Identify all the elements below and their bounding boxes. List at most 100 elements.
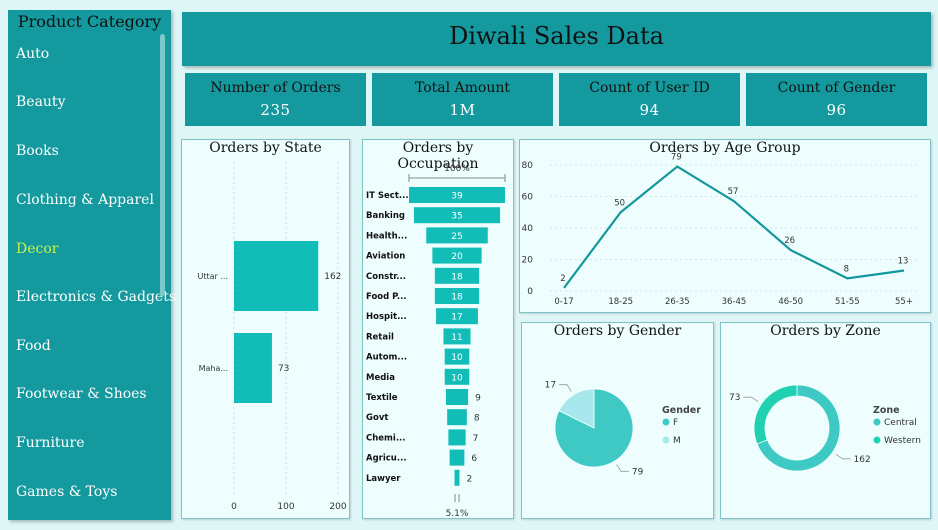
state-bar xyxy=(234,333,272,403)
data-label: 73 xyxy=(278,364,289,374)
data-label: 6 xyxy=(471,454,477,464)
legend-marker xyxy=(662,418,670,426)
legend-marker xyxy=(662,436,670,444)
x-tick-label: 55+ xyxy=(895,297,913,307)
data-label: 10 xyxy=(451,373,463,383)
kpi-label: Count of Gender xyxy=(777,80,896,96)
kpi-label: Count of User ID xyxy=(589,80,710,96)
x-tick-label: 26-35 xyxy=(665,297,690,307)
orders-by-state-chart: 0 100 200 Uttar ... 162 Maha... 73 xyxy=(198,162,347,512)
data-label: 20 xyxy=(451,252,463,262)
x-tick-label: 51-55 xyxy=(835,297,860,307)
data-label: 79 xyxy=(671,153,682,163)
slice xyxy=(756,384,841,472)
kpi-value: 96 xyxy=(826,101,847,119)
data-label: 18 xyxy=(451,272,463,282)
kpi-total-amount: Total Amount 1M xyxy=(372,73,553,126)
occupation-bar xyxy=(436,308,478,325)
orders-by-state-card[interactable]: Orders by State 0 100 200 Uttar ... 162 Maha.… xyxy=(181,139,350,519)
report-header: Diwali Sales Data xyxy=(182,12,931,66)
slicer-item[interactable]: Electronics & Gadgets xyxy=(16,289,177,305)
category-label: Media xyxy=(366,373,395,383)
occupation-bar xyxy=(426,227,488,244)
slicer-item[interactable]: Food xyxy=(16,338,51,354)
y-tick-label: 60 xyxy=(522,193,534,203)
slice xyxy=(753,384,798,445)
state-bar xyxy=(234,241,319,311)
slicer-scrollbar[interactable] xyxy=(160,34,165,296)
occupation-bar xyxy=(448,429,466,446)
orders-by-zone-chart: 162 73 Zone Central Western xyxy=(729,384,921,472)
data-label: 8 xyxy=(474,414,480,424)
slicer-item[interactable]: Auto xyxy=(16,46,50,62)
category-label: Chemi... xyxy=(366,433,406,443)
data-label: 17 xyxy=(451,313,462,323)
data-label: 50 xyxy=(614,198,625,208)
slicer-item[interactable]: Clothing & Apparel xyxy=(16,192,154,208)
data-label: 8 xyxy=(844,264,849,274)
leader-line xyxy=(559,384,572,392)
kpi-label: Total Amount xyxy=(414,80,511,96)
slicer-item[interactable]: Decor xyxy=(16,241,59,257)
leader-line xyxy=(616,464,629,472)
kpi-count-user-id: Count of User ID 94 xyxy=(559,73,740,126)
orders-by-occupation-card[interactable]: Orders by Occupation 100% IT Sect... 39 Ban… xyxy=(362,139,514,519)
category-label: IT Sect... xyxy=(366,191,409,201)
data-label: 17 xyxy=(545,381,556,391)
slicer-item[interactable]: Beauty xyxy=(16,94,66,110)
data-label: 18 xyxy=(451,293,463,303)
orders-by-age-card[interactable]: Orders by Age Group 0 20 40 60 80 0-17 2 18-25 5… xyxy=(519,139,931,313)
occupation-bar xyxy=(444,348,470,365)
category-label: Maha... xyxy=(199,364,228,373)
orders-by-gender-card[interactable]: Orders by Gender 79 17 Gender F M xyxy=(521,322,714,519)
data-label: 26 xyxy=(784,236,795,246)
occupation-bar xyxy=(445,389,469,405)
category-label: Constr... xyxy=(366,272,406,282)
product-category-slicer: Product Category Auto Beauty Books Clothing… xyxy=(8,10,176,520)
data-label: 162 xyxy=(854,455,871,465)
chart-title: Orders by Occupation xyxy=(397,140,479,172)
x-tick-label: 100 xyxy=(277,502,294,512)
data-label: 79 xyxy=(632,467,644,477)
data-label: 11 xyxy=(451,333,462,343)
category-label: Textile xyxy=(366,393,398,403)
occupation-bar xyxy=(434,267,480,284)
category-label: Hospit... xyxy=(366,312,407,322)
funnel-top-label: 100% xyxy=(444,164,470,174)
category-label: Banking xyxy=(366,211,405,221)
chart-title: Orders by Gender xyxy=(553,323,682,339)
occupation-bar xyxy=(444,368,470,385)
legend-marker xyxy=(873,436,881,444)
legend-label: Western xyxy=(884,436,921,446)
kpi-value: 1M xyxy=(449,101,476,119)
data-label: 13 xyxy=(898,257,909,267)
data-label: 7 xyxy=(473,434,479,444)
slicer-item[interactable]: Footwear & Shoes xyxy=(16,386,147,402)
funnel-bottom-label: 5.1% xyxy=(446,509,469,518)
category-label: Agricu... xyxy=(366,454,407,464)
kpi-label: Number of Orders xyxy=(210,80,341,96)
occupation-bar xyxy=(409,187,505,203)
leader-line xyxy=(743,396,759,402)
legend-title: Gender xyxy=(662,405,701,416)
legend-marker xyxy=(873,418,881,426)
orders-by-gender-chart: 79 17 Gender FM xyxy=(545,381,702,478)
y-tick-label: 80 xyxy=(522,161,534,171)
x-tick-label: 46-50 xyxy=(778,297,803,307)
occupation-bar xyxy=(449,449,465,466)
kpi-number-of-orders: Number of Orders 235 xyxy=(185,73,366,126)
data-label: 25 xyxy=(451,232,462,242)
data-label: 2 xyxy=(560,274,565,284)
x-tick-label: 0-17 xyxy=(554,297,573,307)
orders-by-zone-card[interactable]: Orders by Zone 162 73 Zone Central Western xyxy=(720,322,931,519)
data-label: 35 xyxy=(451,212,462,222)
slicer-item[interactable]: Books xyxy=(16,143,59,159)
slicer-item[interactable]: Games & Toys xyxy=(16,484,118,500)
slicer-item[interactable]: Furniture xyxy=(16,435,85,451)
data-label: 2 xyxy=(466,474,472,484)
kpi-count-gender: Count of Gender 96 xyxy=(746,73,927,126)
occupation-bar xyxy=(434,288,480,304)
kpi-value: 94 xyxy=(639,101,660,119)
x-tick-label: 18-25 xyxy=(608,297,633,307)
chart-title: Orders by Age Group xyxy=(649,140,801,156)
